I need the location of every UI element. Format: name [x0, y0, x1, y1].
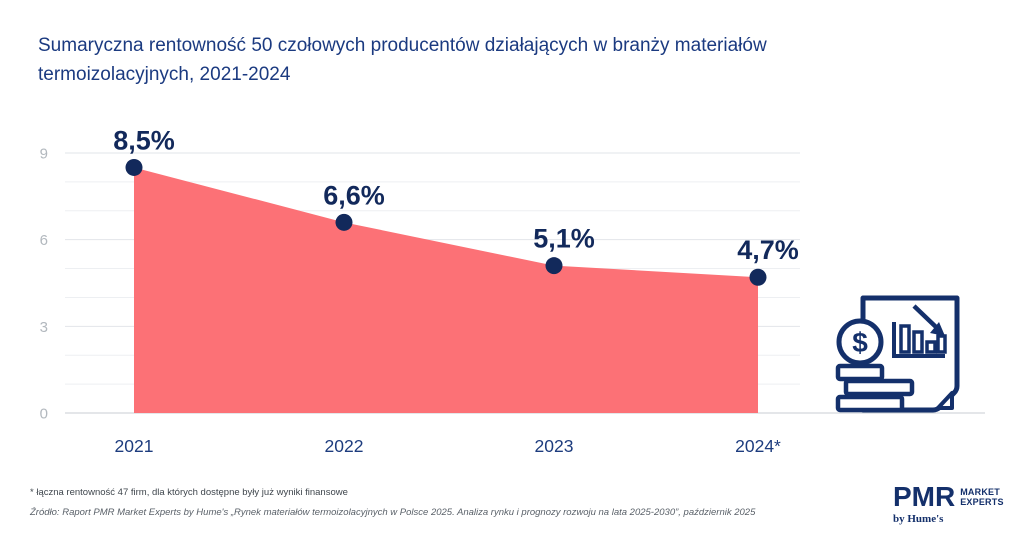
coin-stack-icon: [835, 363, 915, 413]
y-tick-label: 3: [40, 319, 48, 336]
dollar-sign-glyph: $: [852, 327, 868, 358]
logo-experts-text: EXPERTS: [960, 497, 1004, 507]
dollar-coin-icon: $: [836, 318, 884, 366]
data-point-label: 5,1%: [533, 224, 595, 254]
y-tick-label: 0: [40, 406, 48, 423]
data-point: [125, 158, 143, 176]
pmr-logo: PMR MARKET EXPERTS by Hume's: [893, 481, 1013, 526]
document-fold-icon: [936, 391, 954, 410]
x-axis-label: 2021: [115, 436, 154, 456]
declining-arrow-icon: [912, 304, 945, 336]
data-point: [545, 257, 563, 275]
logo-byline: by Hume's: [893, 513, 944, 525]
y-tick-label: 9: [40, 146, 48, 163]
logo-subtitle: MARKET EXPERTS: [960, 487, 1003, 508]
data-point-label: 4,7%: [737, 235, 799, 265]
x-axis-label: 2023: [535, 436, 574, 456]
chart-title-line2: termoizolacyjnych, 2021-2024: [38, 63, 291, 85]
chart-title-line1: Sumaryczna rentowność 50 czołowych produ…: [38, 35, 767, 56]
data-point: [335, 213, 353, 231]
logo-market-text: MARKET: [960, 486, 1000, 497]
x-axis-label: 2022: [325, 436, 364, 456]
footnote: * łączna rentowność 47 firm, dla których…: [30, 487, 348, 498]
source-note: Źródło: Raport PMR Market Experts by Hum…: [30, 507, 756, 518]
logo-pmr-text: PMR: [893, 481, 956, 512]
mini-bar-chart-icon: [892, 322, 947, 358]
finance-report-icon: $: [835, 295, 960, 413]
area-series: [134, 167, 758, 413]
data-point: [749, 268, 767, 286]
data-point-label: 6,6%: [323, 180, 385, 210]
x-axis-label: 2024*: [735, 436, 781, 456]
chart-title: Sumaryczna rentowność 50 czołowych produ…: [38, 32, 938, 89]
data-point-label: 8,5%: [113, 125, 175, 155]
y-tick-label: 6: [40, 232, 48, 249]
